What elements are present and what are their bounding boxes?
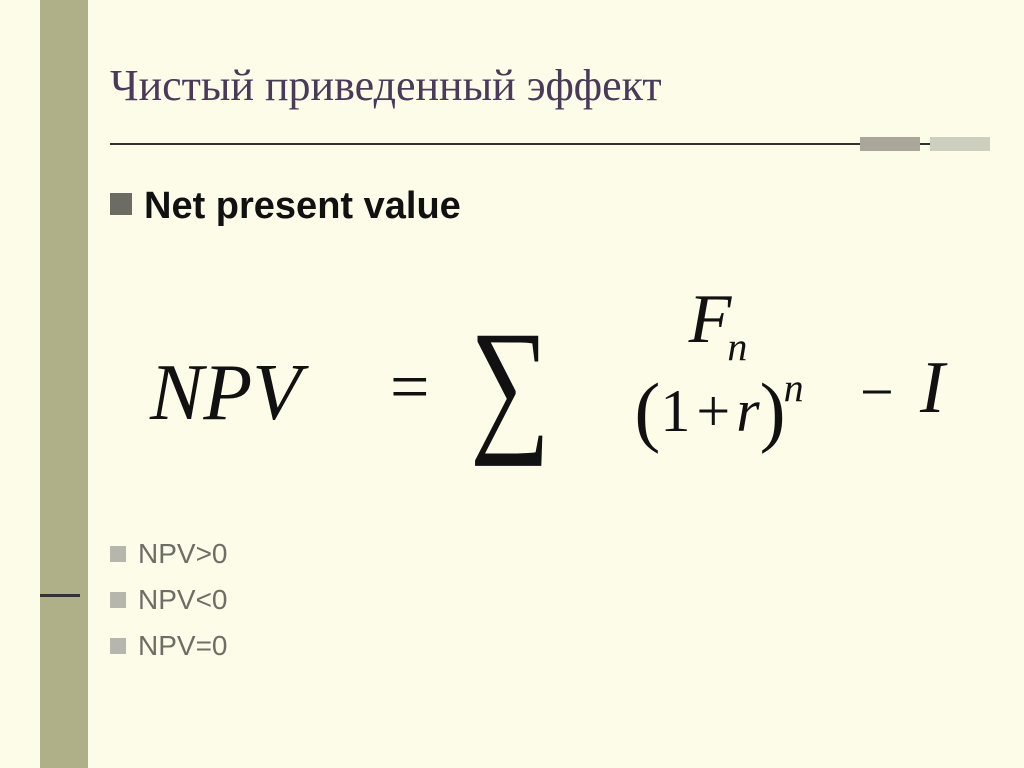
denom-plus: + xyxy=(696,378,730,444)
slide-content: Чистый приведенный эффект Net present va… xyxy=(110,60,984,676)
denom-close: ) xyxy=(760,367,786,454)
bullet-icon xyxy=(110,592,126,608)
divider-accent-b xyxy=(930,137,990,151)
bullet-sub-2: NPV=0 xyxy=(110,630,984,662)
bullet-icon xyxy=(110,638,126,654)
formula-lhs: NPV xyxy=(150,348,301,439)
bullet-icon xyxy=(110,546,126,562)
bullet-sub-label: NPV>0 xyxy=(138,538,228,570)
fraction-numerator: Fn xyxy=(689,281,752,358)
divider-accent-a xyxy=(860,137,920,151)
formula-eq: = xyxy=(390,348,429,428)
bullet-sub-label: NPV=0 xyxy=(138,630,228,662)
fraction-denominator: (1+r)n xyxy=(634,378,805,444)
bullet-sub-0: NPV>0 xyxy=(110,538,984,570)
numerator-var: F xyxy=(689,280,732,360)
denom-sup: n xyxy=(784,365,804,410)
numerator-sub: n xyxy=(727,324,747,369)
bullet-main: Net present value xyxy=(110,185,984,228)
bullet-icon xyxy=(110,193,132,215)
denom-one: 1 xyxy=(660,378,690,444)
bullet-main-label: Net present value xyxy=(144,185,461,228)
formula-fraction: Fn (1+r)n xyxy=(600,280,840,450)
bullet-sub-label: NPV<0 xyxy=(138,584,228,616)
formula-tail-var: I xyxy=(920,346,945,431)
left-accent-stripe xyxy=(40,0,88,768)
denom-var: r xyxy=(736,378,759,444)
left-tick-mark xyxy=(40,594,80,597)
denom-open: ( xyxy=(634,367,660,454)
npv-formula: NPV = ∑ Fn (1+r)n − I xyxy=(120,268,940,498)
title-divider xyxy=(110,131,990,157)
bullet-sub-1: NPV<0 xyxy=(110,584,984,616)
formula-sigma: ∑ xyxy=(470,298,550,470)
formula-minus: − xyxy=(860,358,894,427)
divider-line xyxy=(110,143,990,145)
slide-title: Чистый приведенный эффект xyxy=(110,60,984,111)
